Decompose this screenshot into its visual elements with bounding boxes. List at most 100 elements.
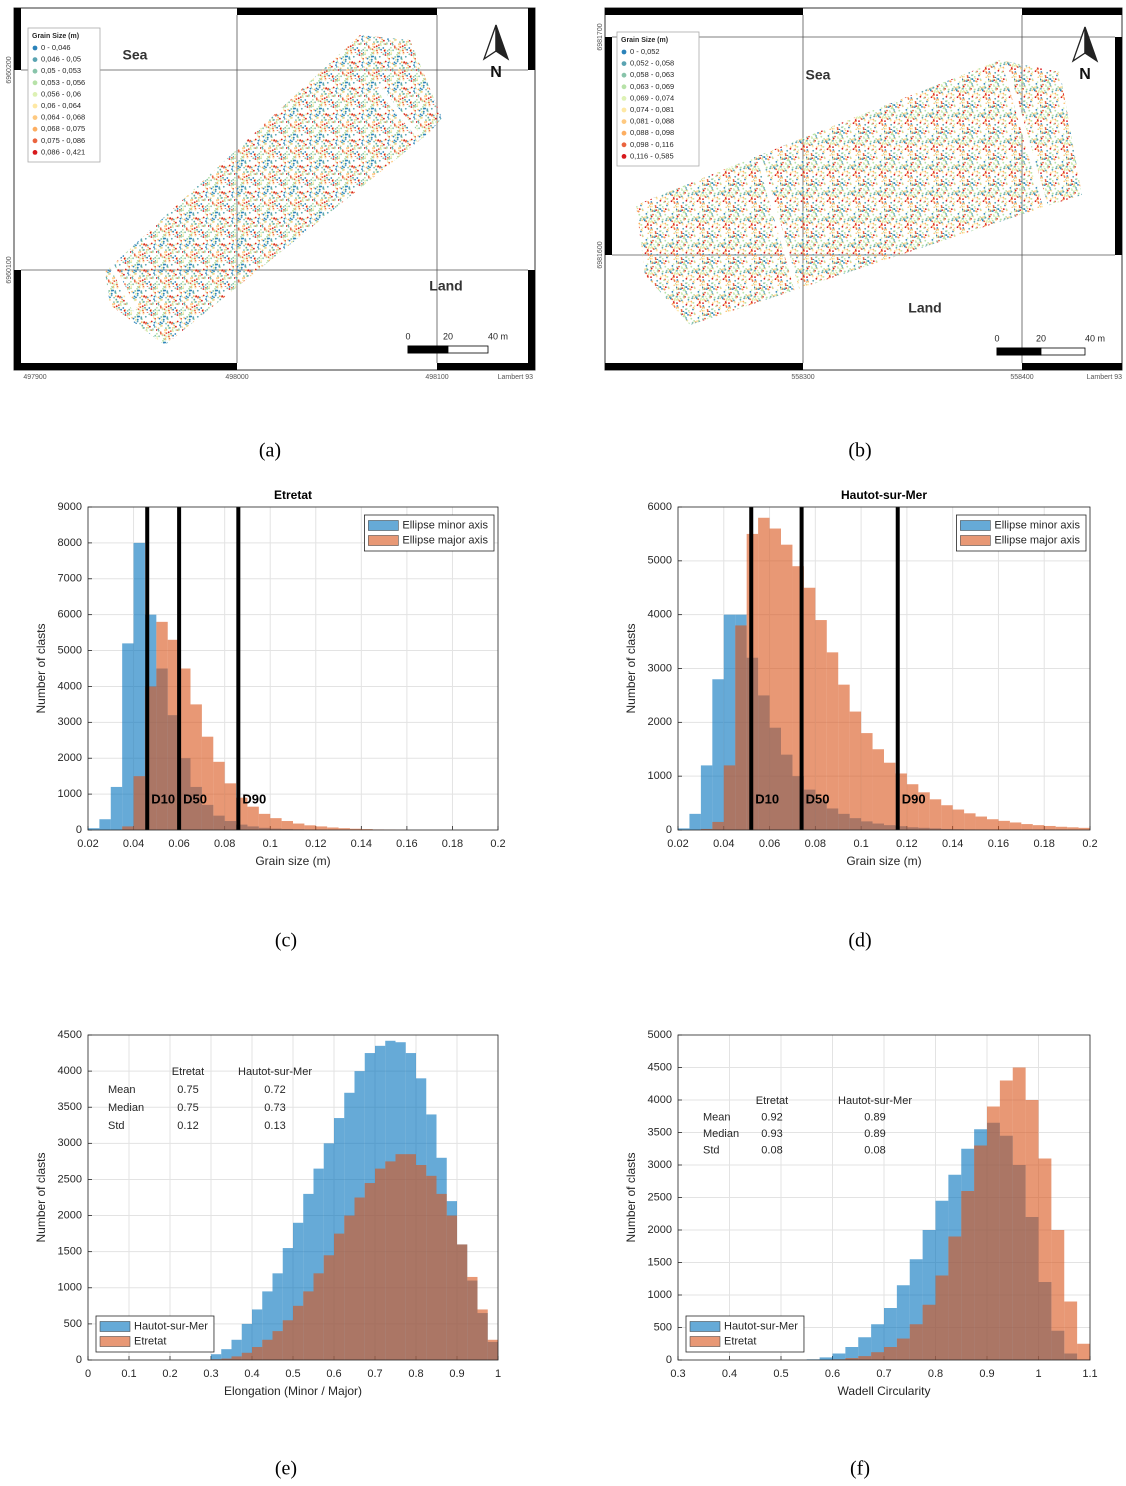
stats-row-label: Std xyxy=(108,1120,125,1132)
x-tick-label: 0.5 xyxy=(773,1368,788,1380)
map-legend-swatch xyxy=(621,107,627,113)
stats-header: Etretat xyxy=(756,1095,788,1107)
histogram-bar xyxy=(872,749,884,830)
y-tick-label: 8000 xyxy=(58,537,82,549)
x-tick-label: 0.06 xyxy=(168,838,189,850)
map-legend-label: 0,06 - 0,064 xyxy=(41,101,81,110)
legend-label: Ellipse major axis xyxy=(402,534,488,546)
percentile-label: D90 xyxy=(902,791,926,806)
map-legend-swatch xyxy=(32,126,38,132)
histogram-bar xyxy=(700,765,713,830)
caption: (f) xyxy=(850,1458,870,1480)
caption: (a) xyxy=(259,440,281,462)
chart-title: Etretat xyxy=(274,488,312,502)
x-tick-label: 1.1 xyxy=(1082,1368,1097,1380)
histogram-bar xyxy=(167,639,180,830)
map-legend-label: 0,098 - 0,116 xyxy=(630,140,674,149)
histogram-bar xyxy=(282,1320,293,1360)
histogram-bar xyxy=(315,826,328,830)
stats-value: 0.93 xyxy=(761,1128,782,1140)
map-legend-swatch xyxy=(32,80,38,86)
map-y-coord: 6981600 xyxy=(597,241,604,268)
point-cloud xyxy=(636,60,1082,325)
histogram-bar xyxy=(375,1168,386,1360)
histogram-bar xyxy=(861,733,873,830)
histogram-bar xyxy=(303,1193,314,1360)
histogram-bar xyxy=(303,1291,314,1360)
x-tick-label: 0.3 xyxy=(203,1368,218,1380)
y-axis-label: Number of clasts xyxy=(624,623,638,713)
map-crs: Lambert 93 xyxy=(1087,374,1123,381)
histogram-bar xyxy=(781,544,793,830)
map-legend-label: 0 - 0,052 xyxy=(630,47,660,56)
north-label: N xyxy=(490,64,502,81)
stats-value: 0.75 xyxy=(177,1102,198,1114)
histogram-bar xyxy=(712,821,724,830)
frame-bar xyxy=(14,8,21,70)
histogram-bar xyxy=(918,792,930,830)
y-tick-label: 3000 xyxy=(58,716,82,728)
x-axis-label: Grain size (m) xyxy=(255,854,330,868)
histogram-bar xyxy=(467,1276,478,1360)
histogram-bar xyxy=(241,1323,252,1360)
histogram-bar xyxy=(313,1273,324,1360)
y-tick-label: 1500 xyxy=(58,1246,82,1258)
x-tick-label: 0.4 xyxy=(722,1368,737,1380)
x-tick-label: 0.8 xyxy=(928,1368,943,1380)
x-tick-label: 0.18 xyxy=(442,838,463,850)
stats-header: Hautot-sur-Mer xyxy=(238,1066,312,1078)
x-tick-label: 1 xyxy=(1035,1368,1041,1380)
histogram-bar xyxy=(477,1309,488,1360)
stats-value: 0.92 xyxy=(761,1111,782,1123)
map-legend-title: Grain Size (m) xyxy=(621,37,668,44)
x-tick-label: 0 xyxy=(85,1368,91,1380)
sea-label: Sea xyxy=(806,67,831,83)
map-legend-label: 0,068 - 0,075 xyxy=(41,124,85,133)
stats-row-label: Median xyxy=(703,1128,739,1140)
x-tick-label: 0.6 xyxy=(326,1368,341,1380)
y-tick-label: 4000 xyxy=(58,680,82,692)
stats-value: 0.08 xyxy=(864,1144,885,1156)
frame-bar xyxy=(14,363,237,370)
histogram-bar xyxy=(133,776,145,830)
histogram-bar xyxy=(909,1324,923,1360)
legend-label: Hautot-sur-Mer xyxy=(134,1320,208,1332)
histogram-bar xyxy=(929,799,942,830)
stats-value: 0.73 xyxy=(264,1102,285,1114)
map-legend-box xyxy=(27,27,101,163)
land-label: Land xyxy=(908,300,941,316)
map-legend-box xyxy=(616,31,700,167)
y-tick-label: 500 xyxy=(654,1321,672,1333)
map-legend-swatch xyxy=(621,84,627,90)
histogram-bar xyxy=(133,542,145,830)
histogram-bar xyxy=(974,1145,987,1360)
map-legend-label: 0,069 - 0,074 xyxy=(630,93,674,102)
x-tick-label: 0.16 xyxy=(988,838,1009,850)
histogram-bar xyxy=(948,1236,962,1360)
histogram-bar xyxy=(457,1244,468,1360)
x-tick-label: 0.4 xyxy=(244,1368,259,1380)
north-label: N xyxy=(1079,66,1091,83)
y-tick-label: 3000 xyxy=(648,1159,672,1171)
histogram-bar xyxy=(323,1143,334,1360)
histogram-bar xyxy=(224,783,237,830)
x-axis-label: Elongation (Minor / Major) xyxy=(224,1384,362,1398)
histogram-bar xyxy=(313,1168,324,1360)
histogram-bar xyxy=(689,813,701,830)
y-tick-label: 0 xyxy=(76,1354,82,1366)
map-legend-swatch xyxy=(621,49,627,55)
map-legend-swatch xyxy=(621,130,627,136)
histogram-bar xyxy=(987,1106,1000,1360)
map-legend-label: 0,075 - 0,086 xyxy=(41,136,85,145)
map-legend-label: 0,081 - 0,088 xyxy=(630,117,674,126)
histogram-bar xyxy=(975,816,987,830)
y-tick-label: 500 xyxy=(64,1318,82,1330)
caption: (b) xyxy=(848,440,871,462)
map-legend-swatch xyxy=(621,142,627,148)
percentile-label: D50 xyxy=(183,791,207,806)
histogram-bar xyxy=(952,809,965,830)
histogram-bar xyxy=(247,806,259,830)
legend-swatch xyxy=(368,535,399,546)
histogram-bar xyxy=(849,711,862,830)
frame-bar xyxy=(605,363,803,370)
